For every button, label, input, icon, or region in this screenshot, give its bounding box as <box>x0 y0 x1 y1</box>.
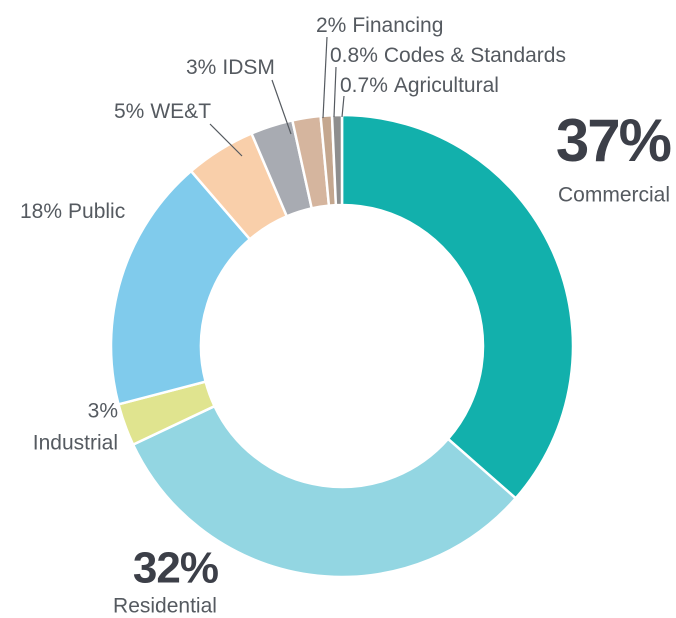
category-label: Industrial <box>33 432 118 455</box>
value-label: 32% <box>133 544 218 593</box>
donut-slice <box>109 169 252 406</box>
donut-slice <box>131 404 518 579</box>
donut-slice <box>340 113 575 501</box>
slice-label: 0.8% Codes & Standards <box>330 44 566 67</box>
value-label: 3% <box>88 400 118 423</box>
category-label: WE&T <box>150 100 211 123</box>
leader-line <box>209 123 243 157</box>
category-label: Public <box>68 200 125 223</box>
value-label: 0.7% <box>340 74 388 97</box>
slice-label: 5% WE&T <box>114 100 211 123</box>
slice-label: 2% Financing <box>316 14 443 37</box>
donut-slice <box>330 113 344 207</box>
leader-line <box>341 95 345 118</box>
category-label: Codes & Standards <box>384 44 566 67</box>
leader-line <box>333 66 337 118</box>
slice-label: 0.7% Agricultural <box>340 74 499 97</box>
category-label: Agricultural <box>394 74 499 97</box>
slice-label: 3% IDSM <box>186 56 275 79</box>
slice-label: 18% Public <box>20 200 125 223</box>
leader-line <box>322 36 328 119</box>
category-label: IDSM <box>222 56 275 79</box>
value-label: 2% <box>316 14 346 37</box>
leader-line <box>271 79 292 135</box>
category-label: Residential <box>113 595 217 618</box>
value-label: 37% <box>556 107 671 174</box>
category-label: Financing <box>352 14 443 37</box>
value-label: 3% <box>186 56 216 79</box>
value-label: 18% <box>20 200 62 223</box>
value-label: 5% <box>114 100 144 123</box>
value-label: 0.8% <box>330 44 378 67</box>
category-label: Commercial <box>558 184 670 207</box>
